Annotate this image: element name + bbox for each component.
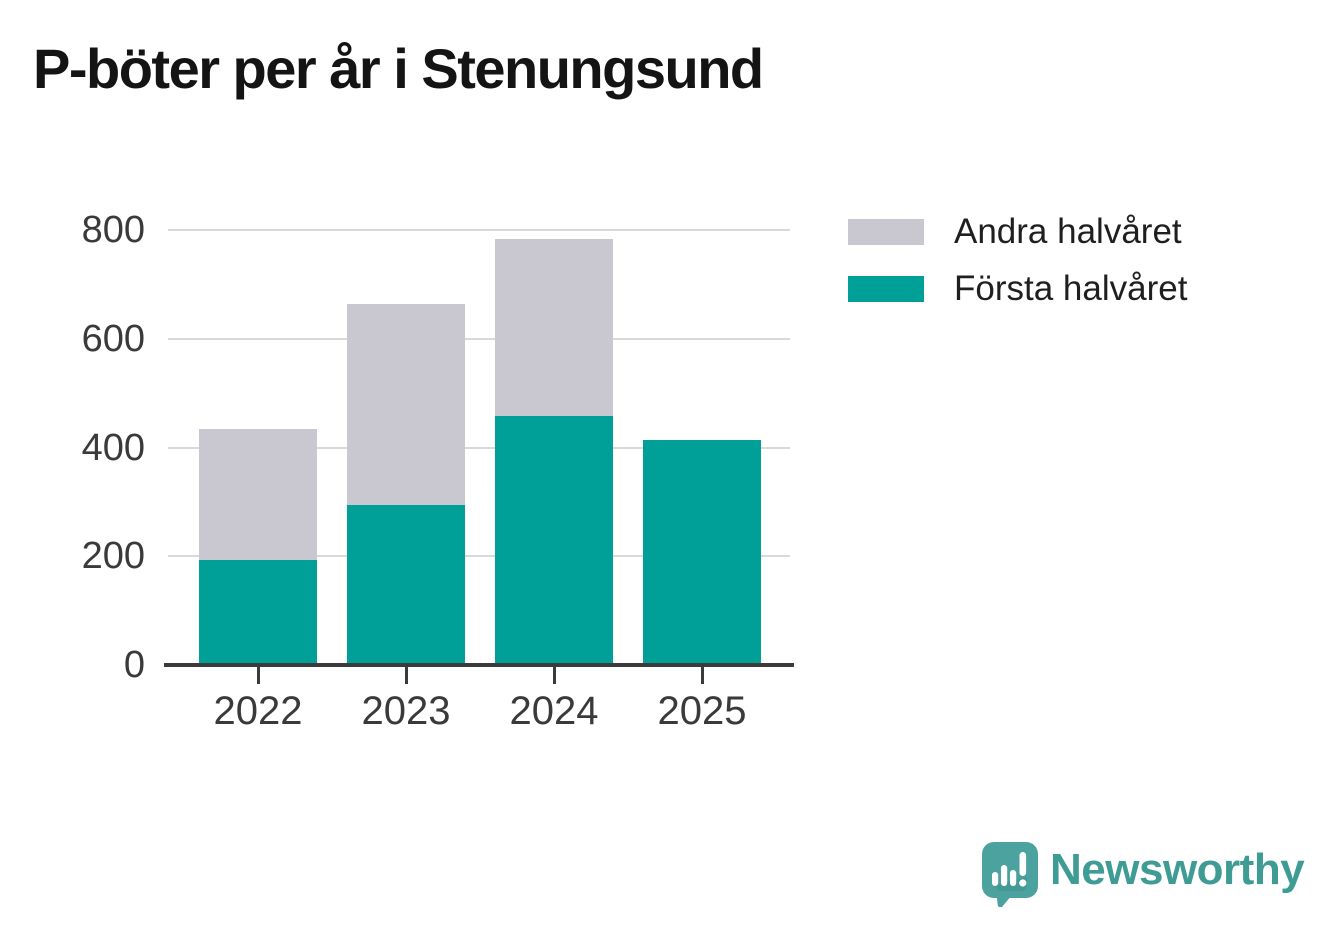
y-axis-tick-label: 0: [123, 644, 145, 686]
bar-2024-andra: [495, 238, 613, 416]
bar-2022-forsta: [199, 559, 317, 663]
gridline-400: [168, 446, 790, 449]
bar-2022-andra: [199, 429, 317, 560]
legend-item-forsta-halvaret: Första halvåret: [848, 269, 1187, 308]
x-axis-line: [164, 663, 794, 667]
x-axis-tick-2024: [552, 667, 556, 684]
chart-legend: Andra halvåret Första halvåret: [848, 212, 1187, 333]
gridline-200: [168, 555, 790, 558]
y-axis-tick-label: 800: [81, 209, 145, 251]
legend-swatch-gray: [848, 219, 924, 245]
newsworthy-logo-icon: [982, 841, 1038, 907]
gridline-600: [168, 337, 790, 340]
x-axis-tick-label: 2025: [657, 689, 747, 733]
brand-name: Newsworthy: [1050, 845, 1305, 894]
gridline-800: [168, 229, 790, 231]
x-axis-tick-2022: [256, 667, 260, 684]
bar-2023-forsta: [347, 505, 465, 663]
bar-2025-forsta: [643, 440, 761, 663]
y-axis-tick-label: 200: [81, 535, 145, 578]
legend-item-andra-halvaret: Andra halvåret: [848, 212, 1187, 251]
legend-label: Första halvåret: [954, 269, 1188, 308]
legend-label: Andra halvåret: [954, 212, 1182, 251]
x-axis-tick-label: 2023: [361, 689, 451, 733]
x-axis-tick-2025: [700, 667, 704, 684]
y-axis-tick-label: 400: [81, 426, 145, 469]
x-axis-tick-label: 2022: [213, 689, 303, 733]
bar-2024-forsta: [495, 415, 613, 663]
legend-swatch-teal: [848, 276, 924, 302]
brand-footer: Newsworthy: [981, 841, 1305, 907]
chart-title: P-böter per år i Stenungsund: [33, 37, 764, 100]
y-axis-tick-label: 600: [81, 317, 145, 360]
x-axis-tick-2023: [404, 667, 408, 684]
x-axis-tick-label: 2024: [509, 689, 599, 733]
bar-2023-andra: [347, 304, 465, 506]
